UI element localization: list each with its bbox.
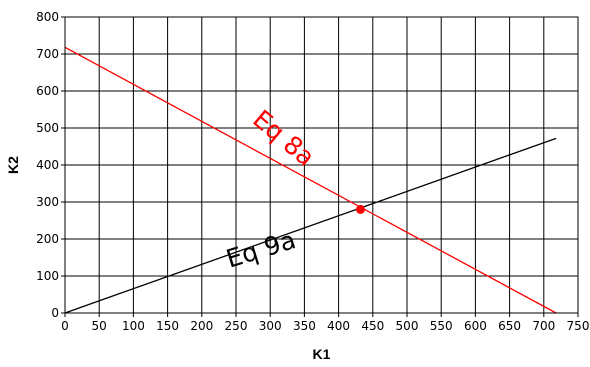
- y-tick-label: 600: [36, 84, 59, 98]
- tick-labels-layer: 0 50 100 150 200 250 300 350 400 450 500 550 600 650 7…: [36, 10, 589, 333]
- x-tick-label: 650: [498, 319, 521, 333]
- x-tick-label: 700: [532, 319, 555, 333]
- series-line: [64, 46, 557, 314]
- grid-layer: [64, 16, 579, 314]
- x-tick-label: 150: [156, 319, 179, 333]
- x-tick-label: 350: [293, 319, 316, 333]
- points-layer: [355, 204, 365, 214]
- x-tick-label: 200: [190, 319, 213, 333]
- series-layer: [64, 46, 557, 314]
- y-tick-label: 700: [36, 47, 59, 61]
- y-tick-label: 100: [36, 269, 59, 283]
- x-tick-label: 250: [225, 319, 248, 333]
- x-tick-label: 400: [327, 319, 350, 333]
- series-annotation: Eq 9a: [223, 225, 299, 273]
- y-tick-label: 0: [51, 306, 59, 320]
- x-tick-label: 550: [430, 319, 453, 333]
- y-tick-label: 500: [36, 121, 59, 135]
- x-tick-label: 0: [61, 319, 69, 333]
- x-tick-label: 50: [92, 319, 107, 333]
- series-annotation: Eq 8a: [247, 104, 320, 172]
- y-axis-title: K2: [5, 156, 21, 174]
- intersection-point: [355, 204, 365, 214]
- series-line: [64, 137, 557, 314]
- x-tick-label: 750: [567, 319, 590, 333]
- x-axis-title: K1: [313, 346, 331, 362]
- x-tick-label: 500: [396, 319, 419, 333]
- x-tick-label: 300: [259, 319, 282, 333]
- y-tick-label: 300: [36, 195, 59, 209]
- plot-area-frame: [64, 16, 579, 314]
- y-tick-label: 800: [36, 10, 59, 24]
- y-tick-label: 400: [36, 158, 59, 172]
- annotation-layer: Eq 8a Eq 9a: [223, 104, 321, 273]
- y-tick-label: 200: [36, 232, 59, 246]
- x-tick-label: 450: [361, 319, 384, 333]
- x-tick-label: 600: [464, 319, 487, 333]
- x-tick-label: 100: [122, 319, 145, 333]
